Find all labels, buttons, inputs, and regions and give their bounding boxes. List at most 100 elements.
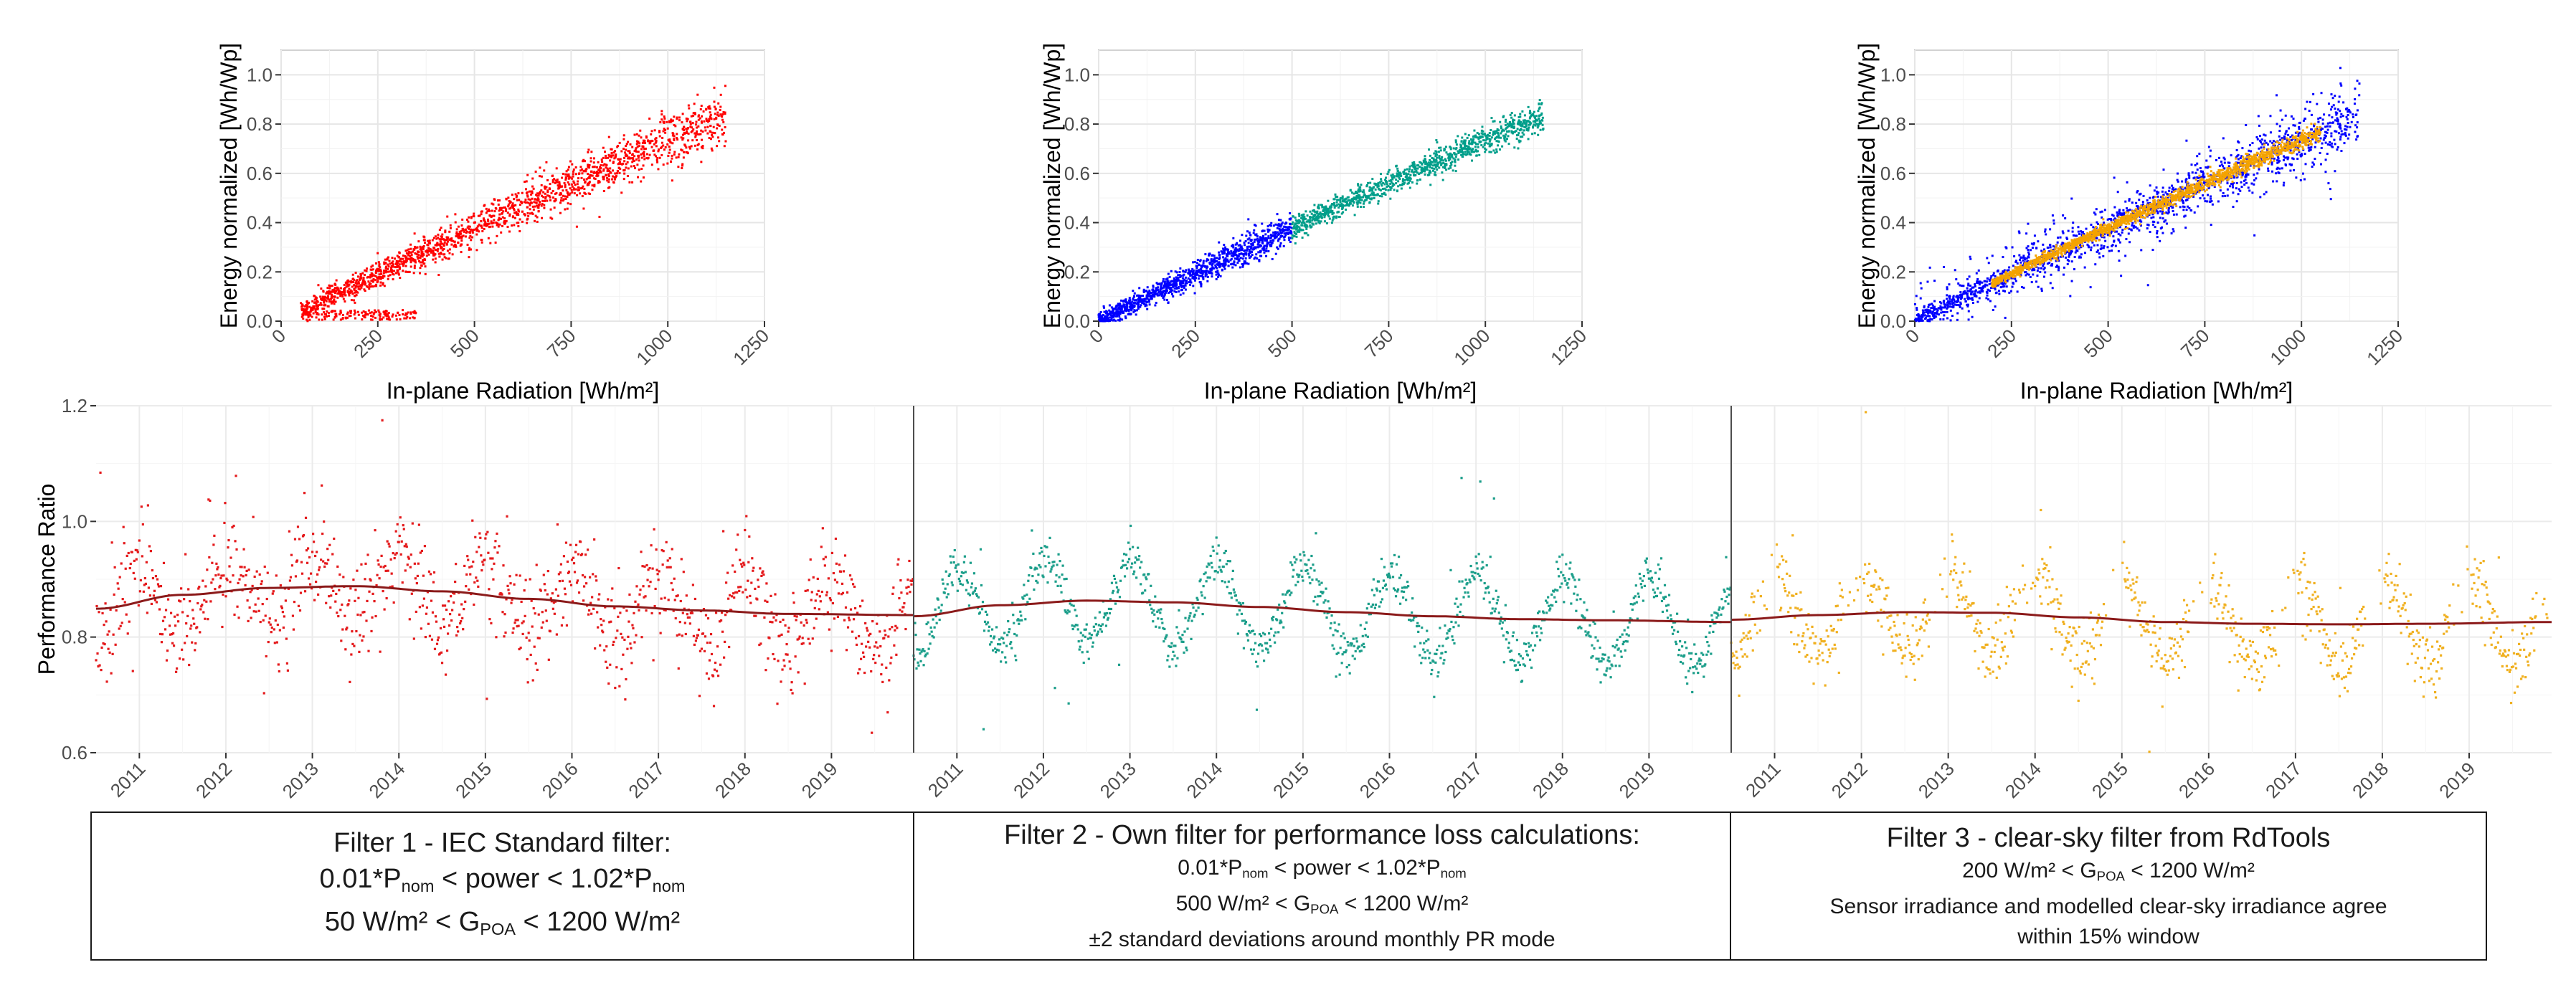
data-point	[2276, 94, 2278, 97]
data-point	[1368, 194, 1370, 197]
data-point	[1487, 142, 1490, 145]
data-point	[449, 227, 452, 229]
data-point	[364, 290, 366, 292]
data-point	[1239, 244, 1241, 247]
data-point	[618, 141, 621, 144]
data-point	[543, 169, 546, 172]
data-point	[1131, 307, 1134, 310]
data-point	[2238, 188, 2240, 191]
data-point	[391, 270, 394, 273]
data-point	[557, 184, 559, 187]
data-point	[401, 262, 404, 265]
data-point	[701, 130, 704, 133]
data-point	[605, 173, 607, 176]
data-point	[1209, 267, 1212, 270]
data-point	[1409, 177, 1412, 180]
data-point	[332, 300, 335, 303]
data-point	[668, 121, 671, 124]
data-point	[531, 177, 534, 180]
data-point	[2339, 110, 2341, 113]
data-point	[577, 189, 580, 191]
data-point	[1206, 280, 1209, 282]
data-point	[2319, 137, 2322, 140]
data-point	[518, 204, 521, 206]
data-point	[383, 262, 386, 265]
data-point	[1253, 238, 1256, 241]
data-point	[330, 300, 333, 303]
data-point	[706, 119, 709, 122]
data-point	[508, 199, 511, 202]
data-point	[1533, 123, 1535, 126]
data-point	[416, 255, 419, 258]
data-point	[374, 279, 377, 282]
data-point	[2185, 178, 2188, 181]
data-point	[1234, 247, 1237, 249]
data-point	[685, 128, 688, 130]
data-point	[1467, 151, 1470, 153]
data-point	[1165, 287, 1168, 290]
data-point	[544, 192, 546, 195]
data-point	[1976, 291, 1979, 294]
data-point	[1321, 216, 1324, 219]
data-point	[1184, 288, 1187, 291]
data-point	[361, 284, 364, 287]
data-point	[615, 176, 617, 179]
data-point	[2354, 124, 2357, 127]
data-point	[506, 225, 509, 228]
data-point	[383, 275, 386, 277]
data-point	[2087, 244, 2090, 247]
data-point	[1458, 150, 1461, 153]
data-point	[2156, 190, 2159, 193]
data-point	[1206, 275, 1209, 278]
data-point	[1157, 286, 1160, 289]
data-point	[348, 315, 351, 318]
data-point	[1434, 155, 1437, 158]
data-point	[1167, 272, 1170, 275]
data-point	[307, 315, 310, 318]
data-point	[1292, 235, 1295, 238]
data-point	[1182, 270, 1185, 273]
data-point	[1200, 285, 1203, 287]
data-point	[1246, 247, 1249, 250]
data-point	[1179, 267, 1182, 270]
data-point	[1296, 222, 1299, 225]
data-point	[526, 211, 529, 214]
data-point	[449, 224, 452, 227]
data-point	[444, 229, 447, 232]
data-point	[2324, 141, 2327, 144]
data-point	[1170, 290, 1173, 293]
data-point	[2172, 230, 2175, 233]
data-point	[691, 122, 694, 125]
data-point	[1211, 263, 1214, 266]
data-point	[1298, 227, 1301, 230]
data-point	[1349, 199, 1352, 202]
data-point	[593, 171, 596, 173]
data-point	[303, 305, 306, 308]
data-point	[1332, 211, 1335, 214]
data-point	[1952, 296, 1955, 299]
data-point	[1271, 241, 1274, 244]
data-point	[1340, 212, 1343, 215]
data-point	[1160, 291, 1162, 294]
data-point	[344, 300, 346, 303]
data-point	[408, 251, 411, 254]
data-point	[1505, 130, 1508, 133]
data-point	[1170, 286, 1173, 289]
data-point	[1494, 151, 1497, 154]
data-point	[511, 194, 513, 196]
data-point	[566, 207, 569, 210]
data-point	[1340, 204, 1343, 207]
data-point	[1245, 249, 1248, 252]
data-point	[1225, 260, 1228, 262]
data-point	[415, 252, 418, 255]
data-point	[2029, 249, 2032, 252]
data-point	[1177, 277, 1180, 280]
data-point	[402, 309, 404, 312]
data-point	[707, 106, 710, 109]
grid	[280, 49, 765, 322]
x-tick-label: 250	[349, 325, 387, 362]
data-point	[602, 164, 605, 167]
data-point	[1402, 178, 1405, 181]
data-point	[626, 175, 629, 178]
data-point	[1277, 239, 1279, 242]
